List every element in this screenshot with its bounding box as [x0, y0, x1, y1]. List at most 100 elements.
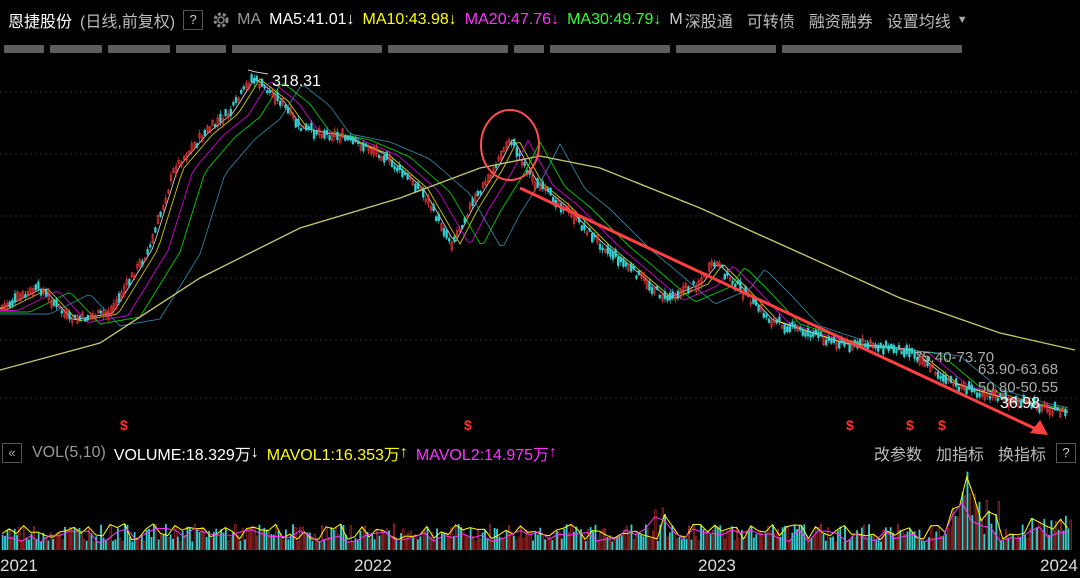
volume-bar — [940, 536, 942, 550]
candle-body — [16, 291, 19, 301]
year-label-2023: 2023 — [698, 556, 736, 575]
volume-bar — [786, 527, 789, 550]
volume-bar — [287, 539, 290, 550]
candle-body — [1020, 399, 1023, 408]
volume-value: VOLUME:18.329万 — [113, 447, 251, 464]
candle-body — [500, 151, 503, 161]
time-axis: 2021 2022 2023 2024 — [0, 550, 1080, 578]
arrow-head — [1030, 420, 1048, 435]
volume-bar — [510, 531, 513, 550]
volume-bar — [616, 537, 618, 550]
volume-bar — [632, 539, 635, 550]
candle-body — [151, 234, 154, 244]
candle-body — [167, 189, 170, 194]
high-price-label: 318.31 — [272, 73, 321, 90]
caret-down-icon[interactable]: ▼ — [956, 14, 968, 26]
candle-body — [393, 165, 396, 170]
volume-bar — [839, 526, 842, 550]
volume-bar — [140, 535, 143, 550]
stock-name[interactable]: 恩捷股份 — [8, 14, 73, 31]
volume-help-button[interactable]: ? — [1056, 443, 1076, 463]
volume-bar — [647, 527, 650, 550]
volume-bar — [851, 535, 854, 550]
volume-bar — [971, 514, 974, 550]
volume-bar — [594, 524, 597, 550]
add-indicator-button[interactable]: 加指标 — [935, 447, 984, 464]
volume-bar — [704, 533, 707, 550]
candle-body — [986, 393, 989, 397]
help-button[interactable]: ? — [183, 10, 204, 30]
link-convertible-bond[interactable]: 可转债 — [746, 14, 795, 31]
volume-bar — [18, 526, 21, 550]
ma20-value: MA20:47.76 — [464, 11, 552, 28]
candle-body — [630, 263, 633, 272]
ma-indicator-label[interactable]: MA — [237, 11, 262, 28]
candle-body — [643, 274, 646, 282]
volume-bar — [503, 539, 506, 550]
volume-bar — [611, 541, 614, 550]
candle-body — [679, 289, 682, 299]
candle-body — [26, 291, 30, 295]
volume-bar — [198, 532, 201, 550]
candle-body — [338, 135, 342, 143]
volume-bar — [726, 530, 729, 550]
candle-body — [479, 190, 482, 194]
candle-body — [237, 97, 240, 102]
candle-body — [1014, 396, 1018, 404]
range-label: 75.40-73.70 — [914, 349, 994, 366]
volume-bar — [11, 536, 14, 550]
masked-text — [176, 45, 226, 53]
volume-bar — [304, 532, 306, 550]
candle-body — [383, 155, 386, 163]
volume-bar — [390, 537, 393, 550]
volume-bar — [400, 533, 402, 550]
candle-body — [294, 118, 297, 128]
candle-body — [214, 124, 217, 128]
volume-bar — [654, 509, 657, 550]
volume-bar — [644, 524, 647, 550]
volume-chart[interactable] — [0, 468, 1080, 550]
volume-bar — [1000, 540, 1002, 550]
candle-body — [1007, 399, 1010, 407]
candle-body — [414, 183, 417, 192]
volume-bar — [664, 514, 666, 550]
volume-bar — [342, 524, 345, 550]
candle-body — [656, 286, 659, 290]
volume-bar — [630, 524, 633, 550]
candle-body — [622, 258, 625, 267]
candle-body — [1025, 399, 1028, 404]
volume-bar — [748, 529, 750, 550]
candle-body — [390, 159, 394, 167]
candle-body — [604, 248, 607, 253]
volume-bar — [1060, 519, 1062, 550]
candle-body — [934, 372, 937, 375]
candle-body — [424, 198, 427, 202]
volume-bar — [438, 541, 441, 550]
candle-body — [367, 147, 370, 152]
price-chart[interactable]: 318.31 75.40-73.70 63.90-63.68 50.80-50.… — [0, 58, 1080, 438]
candle-body — [455, 230, 459, 237]
candle-body — [619, 257, 622, 263]
candle-body — [793, 324, 797, 329]
volume-bar — [1033, 529, 1036, 550]
candle-body — [832, 336, 836, 344]
candle-body — [162, 205, 165, 210]
candle-body — [271, 89, 274, 98]
volume-bar — [296, 541, 299, 550]
candle-body — [1001, 393, 1005, 400]
candle-body — [169, 174, 173, 182]
switch-indicator-button[interactable]: 换指标 — [997, 447, 1046, 464]
candle-body — [182, 156, 186, 160]
volume-indicator-label[interactable]: VOL(5,10) — [32, 444, 106, 461]
candle-body — [372, 146, 375, 156]
edit-params-button[interactable]: 改参数 — [873, 447, 922, 464]
volume-bar — [66, 531, 69, 550]
link-shenguotong[interactable]: 深股通 — [684, 14, 733, 31]
volume-bar — [661, 507, 664, 550]
volume-bar — [205, 536, 208, 550]
gear-icon[interactable] — [211, 10, 231, 30]
link-ma-settings[interactable]: 设置均线 — [886, 14, 951, 31]
link-margin-trading[interactable]: 融资融券 — [808, 14, 873, 31]
candle-body — [216, 117, 219, 127]
double-chevron-left-icon[interactable]: « — [2, 443, 22, 463]
